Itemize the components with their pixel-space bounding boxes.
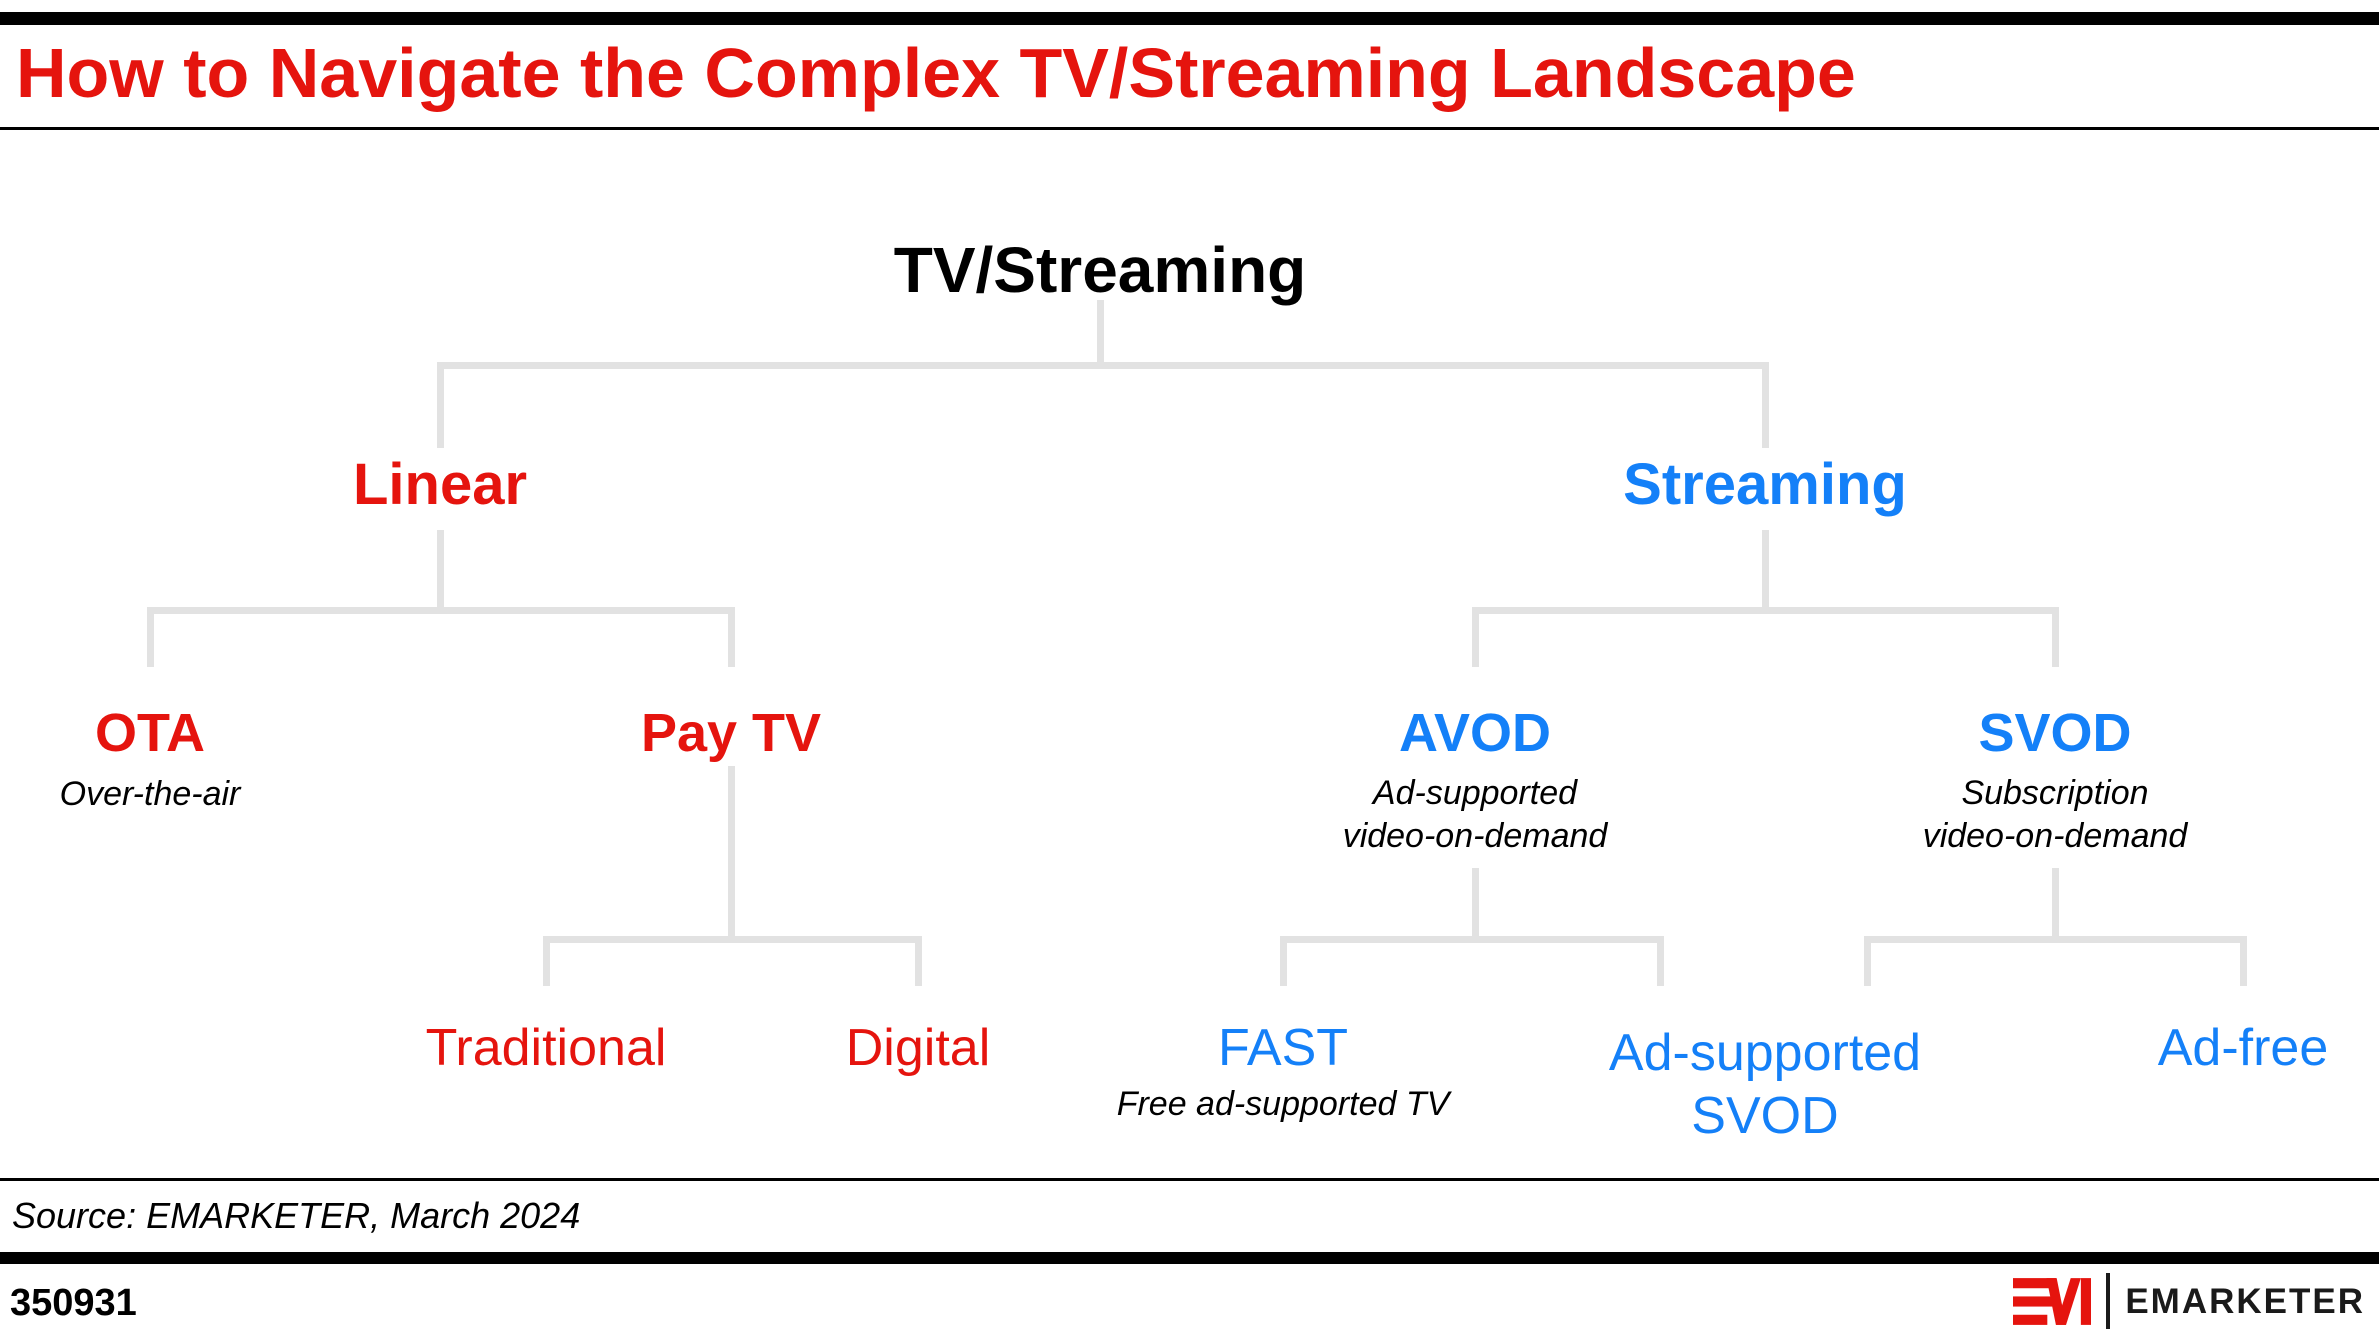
avod-sublabel-line1: Ad-supported — [1372, 774, 1578, 812]
ad-supported-svod-line1: Ad-supported — [1608, 1024, 1922, 1082]
footer-black-bar — [0, 1252, 2379, 1264]
connector-root-stem — [1097, 300, 1104, 369]
emarketer-em-mark-icon — [2013, 1277, 2092, 1325]
connector-drop-ota — [147, 607, 154, 667]
emarketer-logo: EMARKETER — [2013, 1272, 2365, 1330]
connector-drop-avod — [1472, 607, 1479, 667]
connector-drop-streaming — [1762, 362, 1769, 448]
node-svod-sublabel: Subscription video-on-demand — [1923, 772, 2188, 858]
connector-svod-stem — [2052, 868, 2059, 943]
node-fast-sublabel: Free ad-supported TV — [1116, 1085, 1450, 1123]
connector-pay-tv-crossbar — [543, 936, 922, 943]
connector-svod-crossbar — [1864, 936, 2247, 943]
emarketer-wordmark: EMARKETER — [2125, 1281, 2365, 1321]
svod-sublabel-line2: video-on-demand — [1922, 816, 2188, 855]
connector-linear-stem — [437, 530, 444, 614]
node-ad-supported-svod: Ad-supported SVOD — [1609, 1022, 1921, 1149]
connector-drop-linear — [437, 362, 444, 448]
connector-drop-ad-supported-svod-right — [1864, 936, 1871, 986]
node-streaming: Streaming — [1623, 452, 1907, 517]
connector-drop-traditional — [543, 936, 550, 986]
source-note: Source: EMARKETER, March 2024 — [12, 1195, 581, 1236]
node-ota-sublabel: Over-the-air — [59, 775, 241, 813]
node-linear: Linear — [352, 452, 528, 517]
avod-sublabel-line2: video-on-demand — [1342, 816, 1608, 855]
node-svod: SVOD — [1978, 703, 2132, 763]
top-black-bar — [0, 12, 2379, 25]
node-traditional: Traditional — [425, 1019, 667, 1077]
node-fast: FAST — [1217, 1019, 1349, 1077]
ad-supported-svod-line2: SVOD — [1691, 1087, 1839, 1146]
connector-avod-stem — [1472, 868, 1479, 943]
connector-drop-svod — [2052, 607, 2059, 667]
connector-streaming-crossbar — [1472, 607, 2059, 614]
node-avod-sublabel: Ad-supported video-on-demand — [1343, 772, 1608, 858]
connector-level1-crossbar — [437, 362, 1769, 369]
node-avod: AVOD — [1398, 703, 1552, 763]
source-divider-rule — [0, 1178, 2379, 1181]
page-title: How to Navigate the Complex TV/Streaming… — [16, 34, 1856, 112]
connector-drop-pay-tv — [728, 607, 735, 667]
logo-divider — [2106, 1273, 2111, 1329]
node-pay-tv: Pay TV — [640, 703, 822, 763]
connector-streaming-stem — [1762, 530, 1769, 614]
connector-avod-crossbar — [1280, 936, 1664, 943]
connector-drop-ad-free — [2240, 936, 2247, 986]
connector-drop-digital — [915, 936, 922, 986]
node-ota: OTA — [95, 703, 205, 763]
node-digital: Digital — [845, 1019, 991, 1077]
connector-pay-tv-stem — [728, 766, 735, 943]
connector-linear-crossbar — [147, 607, 735, 614]
chart-id: 350931 — [10, 1282, 137, 1324]
node-ad-free: Ad-free — [2157, 1019, 2329, 1077]
title-divider-rule — [0, 127, 2379, 130]
connector-drop-fast — [1280, 936, 1287, 986]
svod-sublabel-line1: Subscription — [1961, 774, 2149, 812]
node-tv-streaming: TV/Streaming — [893, 234, 1307, 306]
connector-drop-ad-supported-svod-left — [1657, 936, 1664, 986]
